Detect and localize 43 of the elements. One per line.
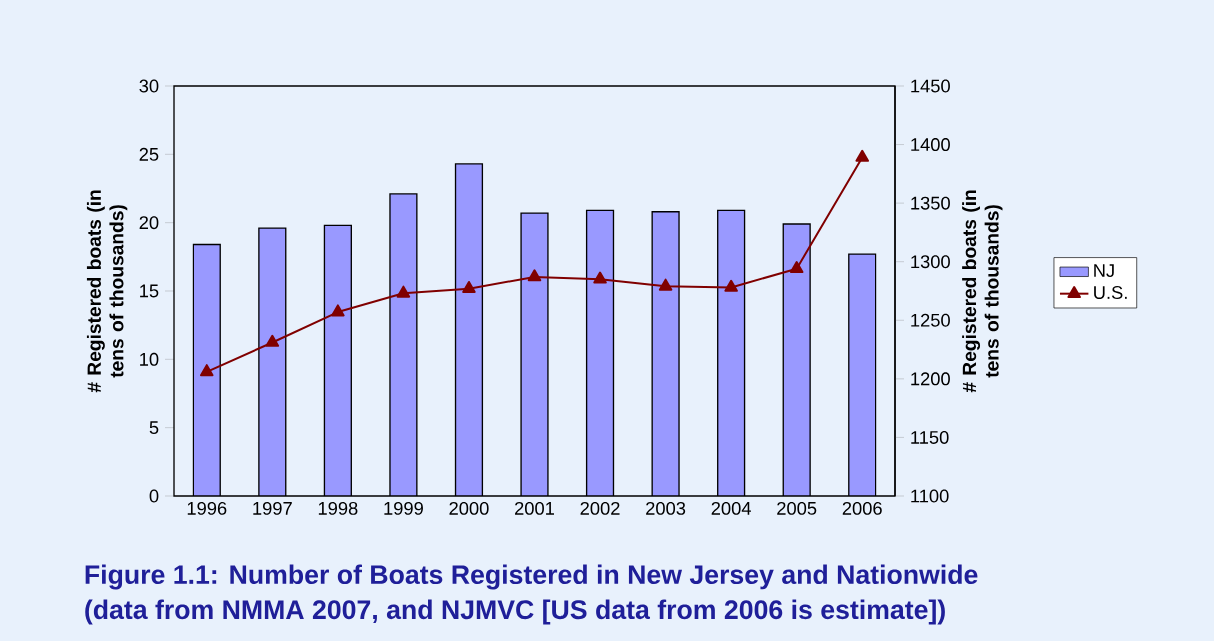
y-tick-label: 30	[139, 79, 159, 93]
x-tick-label: 2003	[646, 501, 686, 515]
point	[789, 261, 804, 274]
point	[200, 364, 214, 377]
x-tick-label: 2004	[711, 501, 751, 515]
y-tick-label: 20	[139, 216, 159, 230]
point	[658, 278, 673, 291]
point	[724, 279, 738, 292]
x-tick-label: 2001	[515, 501, 554, 515]
y-tick-label: 10	[140, 352, 159, 366]
x-tick-label: 2002	[580, 501, 620, 515]
y2-tick-label: 1300	[911, 255, 950, 269]
y2-tick-label: 1250	[911, 313, 950, 327]
y2-tick-label: 1400	[911, 138, 950, 152]
legend-label: NJ	[1094, 264, 1114, 278]
x-tick-label: 1999	[384, 501, 423, 515]
y2-tick-label: 1350	[911, 196, 950, 210]
text: Figure 1.1: Number of Boats Registered in New Jersey and Nationwide	[85, 564, 978, 590]
x-tick-label: 1998	[318, 501, 358, 515]
point	[265, 334, 280, 347]
x-tick-label: 2000	[449, 501, 489, 515]
point	[527, 269, 542, 282]
x-tick-label: 2006	[842, 501, 882, 515]
point	[462, 280, 476, 293]
y2-tick-label: 1150	[911, 430, 949, 444]
x-tick-label: 1997	[253, 501, 292, 515]
point	[331, 304, 345, 317]
point	[593, 271, 607, 284]
x-tick-label: 2005	[777, 501, 817, 515]
point	[855, 149, 869, 162]
y-tick-label: 0	[149, 489, 159, 503]
point	[396, 285, 411, 298]
y2-axis-title: # Registered boats (in tens of thousands)	[962, 190, 1003, 393]
text: (data from NMMA 2007, and NJMVC [US data from 2006 is estimate])	[85, 599, 945, 625]
y-axis-title: # Registered boats (in tens of thousands)	[86, 190, 128, 393]
y-tick-label: 25	[139, 147, 159, 161]
y2-tick-label: 1200	[911, 372, 950, 386]
y2-tick-label: 1450	[911, 79, 950, 93]
y-tick-label: 15	[140, 284, 159, 298]
y-tick-label: 5	[149, 421, 159, 435]
y2-tick-label: 1100	[911, 489, 949, 503]
x-tick-label: 1996	[187, 501, 227, 515]
legend-label: U.S.	[1094, 286, 1127, 300]
